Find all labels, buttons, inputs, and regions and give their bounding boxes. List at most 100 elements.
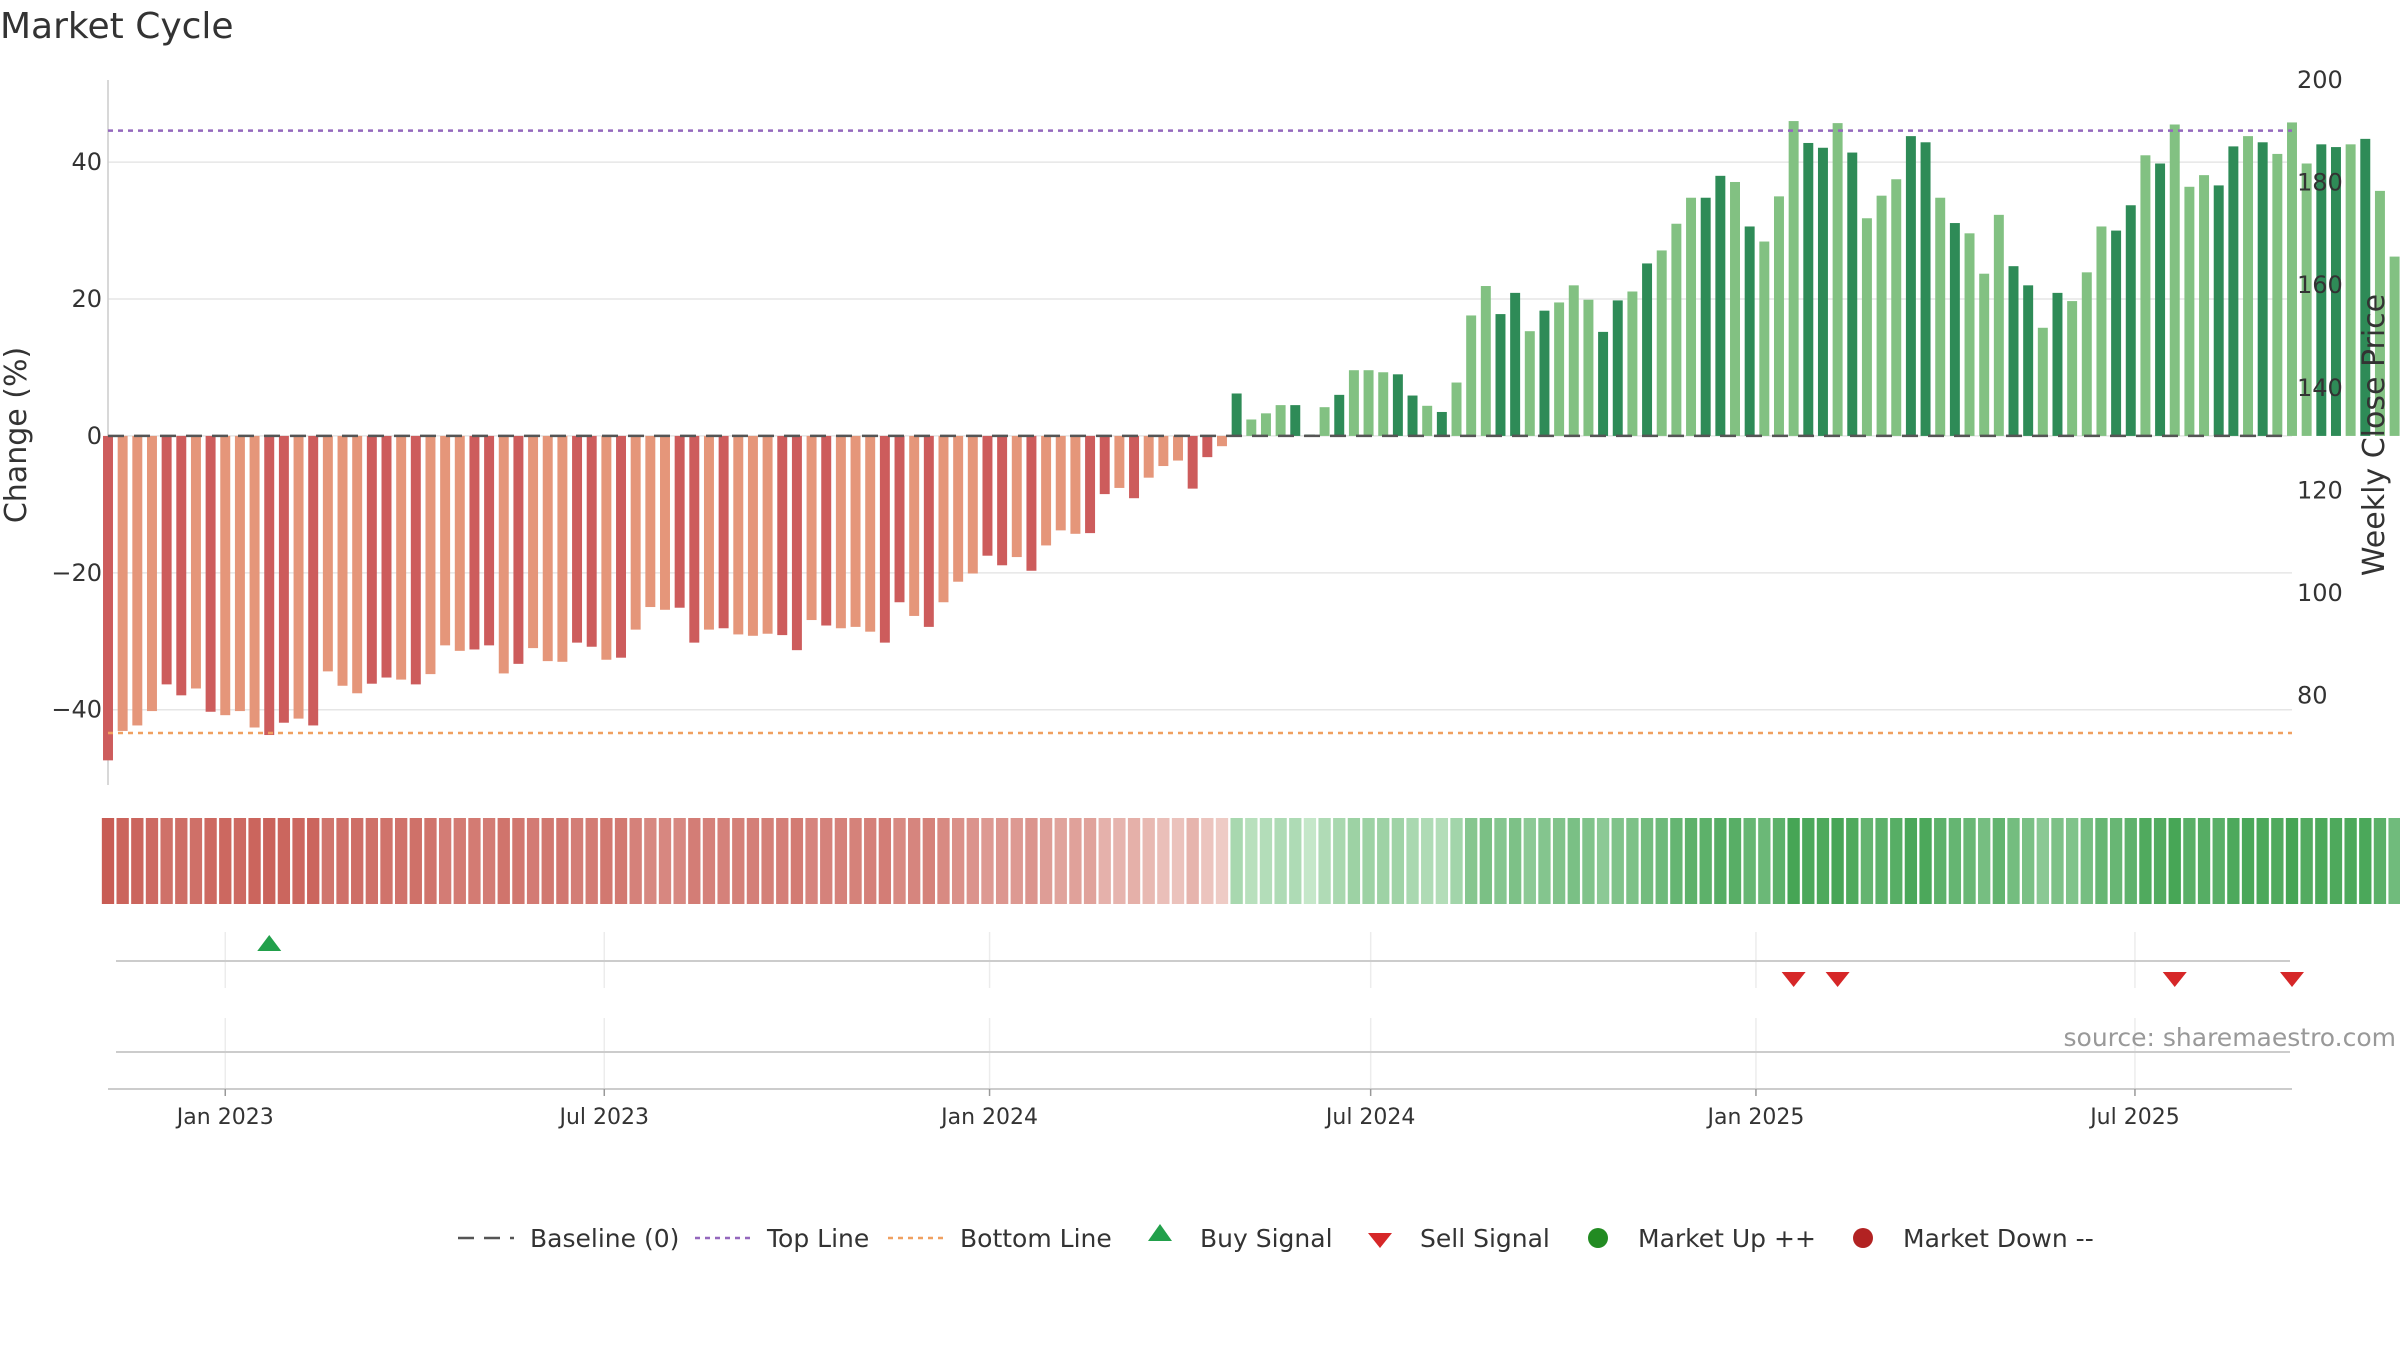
y-tick-label: 20	[71, 285, 102, 313]
heat-cell	[2022, 818, 2035, 904]
bar	[1011, 435, 1022, 558]
bar	[1788, 121, 1799, 436]
legend-item-top: Top Line	[695, 1224, 869, 1253]
legend-item-baseline: Baseline (0)	[458, 1224, 679, 1253]
bar	[1905, 136, 1916, 436]
bar	[953, 435, 964, 582]
heat-cell	[2285, 818, 2299, 904]
heat-cell	[805, 818, 818, 904]
bar	[264, 435, 275, 736]
heat-cell	[1699, 818, 1712, 904]
bar	[1173, 435, 1183, 461]
bar	[1759, 241, 1770, 436]
heat-cell	[116, 818, 129, 904]
heat-cell	[1552, 818, 1566, 904]
heat-cell	[922, 818, 935, 904]
heat-cell	[790, 818, 804, 904]
heat-cell	[438, 818, 452, 904]
heat-cell	[482, 818, 496, 904]
bar	[2316, 144, 2327, 436]
bar	[1363, 370, 1374, 436]
heat-cell	[526, 818, 540, 904]
heat-cell	[1948, 818, 1962, 904]
heat-cell	[233, 818, 247, 904]
bar	[1202, 435, 1213, 458]
heat-cell	[981, 818, 994, 904]
heat-cell	[2241, 818, 2255, 904]
heat-cell	[893, 818, 906, 904]
bar	[1114, 435, 1125, 488]
heat-cell	[1714, 818, 1727, 904]
heat-cell	[351, 818, 364, 904]
bar	[176, 435, 187, 696]
heat-cell	[1831, 818, 1844, 904]
bar	[2199, 175, 2210, 436]
bar	[2330, 147, 2341, 436]
heat-cell	[1919, 818, 1932, 904]
bar	[2052, 292, 2063, 436]
heat-cell	[2300, 818, 2313, 904]
bar	[557, 435, 568, 662]
heat-cell	[1743, 818, 1756, 904]
heat-cell	[1860, 818, 1874, 904]
heat-cell	[1010, 818, 1023, 904]
heat-cell	[1846, 818, 1859, 904]
heat-cell	[1802, 818, 1815, 904]
heat-cell	[2183, 818, 2196, 904]
heat-cell	[937, 818, 950, 904]
bar	[1392, 374, 1403, 436]
bar	[2140, 155, 2151, 436]
bar	[733, 435, 744, 635]
heat-cell	[321, 818, 335, 904]
reference-lines	[108, 129, 2292, 735]
heat-cell	[673, 818, 686, 904]
bar	[1026, 435, 1037, 571]
bar	[2111, 230, 2122, 436]
bar	[1290, 405, 1301, 436]
bar	[1539, 310, 1550, 436]
main-grid	[107, 80, 2292, 785]
heat-cell	[1978, 818, 1991, 904]
heat-cell	[307, 818, 320, 904]
sell-signal-marker	[2162, 972, 2187, 987]
legend-item-buy: Buy Signal	[1148, 1224, 1333, 1253]
y2-tick-label: 140	[2297, 374, 2343, 402]
heat-cell	[2212, 818, 2225, 904]
bar	[762, 435, 773, 634]
bar	[1686, 197, 1697, 436]
bar	[850, 435, 861, 627]
bar	[1495, 314, 1506, 436]
bar	[234, 435, 245, 712]
bar	[982, 435, 993, 556]
bar	[132, 435, 143, 726]
heat-cell	[424, 818, 437, 904]
heat-cell	[1025, 818, 1038, 904]
bar	[1598, 331, 1609, 436]
bar	[1378, 372, 1389, 436]
heat-cell	[2315, 818, 2328, 904]
bar	[1773, 196, 1784, 436]
heat-cell	[2109, 818, 2123, 904]
heat-cell	[820, 818, 833, 904]
bar	[1246, 419, 1257, 436]
heat-cell	[995, 818, 1009, 904]
bar	[1920, 142, 1931, 436]
heat-cell	[248, 818, 261, 904]
heat-cell	[145, 818, 159, 904]
bar	[2096, 226, 2107, 436]
bar	[1334, 394, 1345, 436]
heat-cell	[2329, 818, 2343, 904]
bar	[2081, 272, 2092, 436]
bar	[1085, 435, 1096, 534]
heat-cell	[1054, 818, 1067, 904]
heat-cell	[834, 818, 848, 904]
heat-cell	[1567, 818, 1580, 904]
bar	[1158, 435, 1169, 467]
heat-cell	[2168, 818, 2181, 904]
bar	[1319, 407, 1330, 436]
heat-cell	[1318, 818, 1331, 904]
bar	[1554, 302, 1565, 436]
heat-cell	[644, 818, 657, 904]
bar	[601, 435, 612, 660]
